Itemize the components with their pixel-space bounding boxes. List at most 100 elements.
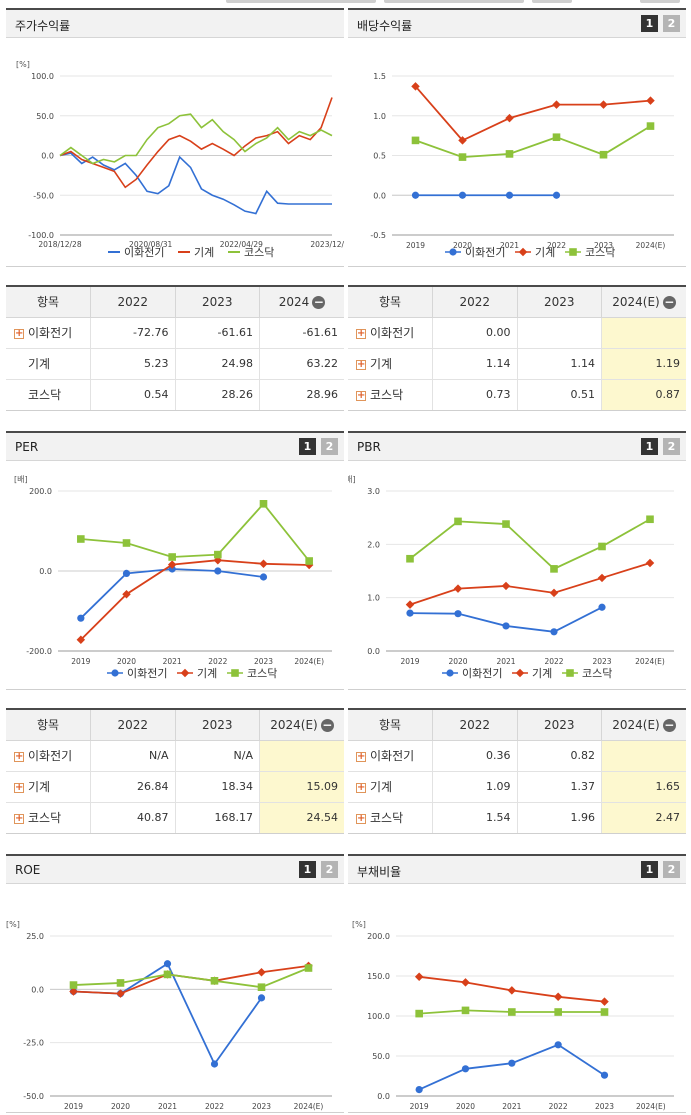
page-1-button[interactable]: 1 xyxy=(641,15,658,32)
x-tick-label: 2024(E) xyxy=(294,1102,324,1111)
column-header-label: 2024(E) xyxy=(270,717,318,732)
legend-label-2: 기계 xyxy=(532,667,552,680)
data-table: 항목 2022 2023 2024(E) − + 이화전기 0.36 0.82 + 기계 1.09 1.… xyxy=(348,710,686,833)
row-label-text: 기계 xyxy=(370,357,393,371)
column-header-label: 2022 xyxy=(117,294,149,309)
expand-plus-icon[interactable]: + xyxy=(14,812,24,824)
data-point xyxy=(259,573,268,581)
expand-plus-icon[interactable]: + xyxy=(356,812,366,824)
x-tick-label: 2024(E) xyxy=(636,1102,666,1111)
legend-marker-3 xyxy=(231,669,239,677)
data-point xyxy=(122,539,131,547)
row-label[interactable]: + 기계 xyxy=(348,348,433,380)
column-header-label: 항목 xyxy=(378,295,402,310)
panel-title: 주가수익률 xyxy=(15,19,71,33)
expand-plus-icon[interactable]: + xyxy=(356,781,366,793)
expand-plus-icon[interactable]: + xyxy=(14,327,24,339)
table-cell: 24.98 xyxy=(174,348,260,380)
data-point xyxy=(210,1060,219,1068)
page-1-button[interactable]: 1 xyxy=(641,861,658,878)
row-label[interactable]: + 이화전기 xyxy=(348,317,433,349)
legend-label-3: 코스닥 xyxy=(585,246,615,259)
expand-plus-icon[interactable]: + xyxy=(356,358,366,370)
data-point xyxy=(77,535,85,543)
x-tick-label: 2019 xyxy=(406,241,425,250)
page-2-button[interactable]: 2 xyxy=(321,438,338,455)
y-tick-label: 200.0 xyxy=(29,487,52,496)
x-tick-label: 2021 xyxy=(500,241,519,250)
x-tick-label: 2020/08/31 xyxy=(129,240,172,249)
data-point xyxy=(415,1086,423,1094)
expand-plus-icon[interactable]: + xyxy=(14,781,24,793)
y-tick-label: -100.0 xyxy=(28,231,54,240)
row-label[interactable]: + 이화전기 xyxy=(6,317,91,349)
data-point xyxy=(257,983,266,991)
column-header-year: 2024− xyxy=(259,287,344,318)
page-2-button[interactable]: 2 xyxy=(663,15,680,32)
expand-plus-icon[interactable]: + xyxy=(356,750,366,762)
collapse-icon[interactable]: − xyxy=(662,717,676,732)
x-tick-label: 2022 xyxy=(205,1102,224,1111)
table-row: + 코스닥 0.73 0.51 0.87 xyxy=(348,379,686,410)
column-header-year: 2024(E) − xyxy=(601,710,686,741)
y-tick-label: 0.0 xyxy=(39,567,52,576)
page-1-button[interactable]: 1 xyxy=(299,438,316,455)
table-cell xyxy=(601,740,686,772)
expand-plus-icon[interactable]: + xyxy=(356,389,366,401)
page-2-button[interactable]: 2 xyxy=(663,861,680,878)
x-tick-label: 2021 xyxy=(163,657,182,666)
page-2-button[interactable]: 2 xyxy=(663,438,680,455)
data-point xyxy=(549,588,559,598)
row-label[interactable]: + 기계 xyxy=(348,771,433,803)
table-cell: N/A xyxy=(90,740,175,772)
chart-svg: [%] 25.0 0.0 -25.0 -50.0 2019 2020 2021 2022 2023… xyxy=(6,920,332,1111)
column-header-item: 항목 xyxy=(6,710,91,741)
page-1-button[interactable]: 1 xyxy=(299,861,316,878)
data-point xyxy=(501,581,511,591)
table-cell: 0.82 xyxy=(516,740,602,772)
table-cell: 1.14 xyxy=(432,348,517,380)
data-point xyxy=(502,520,510,528)
row-label[interactable]: + 코스닥 xyxy=(348,802,433,833)
collapse-icon[interactable]: − xyxy=(662,294,676,309)
data-point xyxy=(116,979,125,987)
data-table: 항목 2022 2023 2024(E) − + 이화전기 N/A N/A + 기계 26.84 18.… xyxy=(6,710,344,833)
data-point xyxy=(214,550,222,559)
table-cell: -61.61 xyxy=(259,317,344,349)
row-label-text: 이화전기 xyxy=(28,749,73,763)
legend-label-1: 이화전기 xyxy=(462,667,502,680)
y-tick-label: 2.0 xyxy=(367,540,380,549)
y-tick-label: -50.0 xyxy=(33,191,54,200)
x-tick-label: 2024(E) xyxy=(636,241,666,250)
column-header-year: 2023 xyxy=(174,710,260,741)
legend-label-1: 이화전기 xyxy=(124,246,164,259)
page-2-button[interactable]: 2 xyxy=(321,861,338,878)
series-line-3 xyxy=(415,125,651,159)
row-label[interactable]: + 이화전기 xyxy=(6,740,91,772)
table-cell: -61.61 xyxy=(174,317,260,349)
expand-plus-icon[interactable]: + xyxy=(14,750,24,762)
panel-title: 부채비율 xyxy=(357,865,402,879)
row-label[interactable]: + 이화전기 xyxy=(348,740,433,772)
expand-plus-icon[interactable]: + xyxy=(356,327,366,339)
data-point xyxy=(600,1008,609,1016)
row-label[interactable]: + 기계 xyxy=(6,771,91,803)
x-tick-label: 2023 xyxy=(595,1102,614,1111)
row-label[interactable]: + 코스닥 xyxy=(348,379,433,410)
x-tick-label: 2023/12/28 xyxy=(310,240,344,249)
collapse-icon[interactable]: − xyxy=(312,294,326,309)
collapse-icon[interactable]: − xyxy=(320,717,334,732)
x-tick-label: 2019 xyxy=(410,1102,429,1111)
pbr-panel: PBR 12 [배] 3.0 2.0 1.0 0.0 2019 2020 2021 2022 20… xyxy=(348,431,686,690)
page-1-button[interactable]: 1 xyxy=(641,438,658,455)
data-point xyxy=(411,136,420,145)
stock-return-panel: 주가수익률 [%] 100.0 50.0 0.0 -50.0 -100.0 2018/12/… xyxy=(6,8,344,267)
series-line-2 xyxy=(409,562,651,606)
row-label[interactable]: + 코스닥 xyxy=(6,802,91,833)
data-point xyxy=(414,972,424,982)
